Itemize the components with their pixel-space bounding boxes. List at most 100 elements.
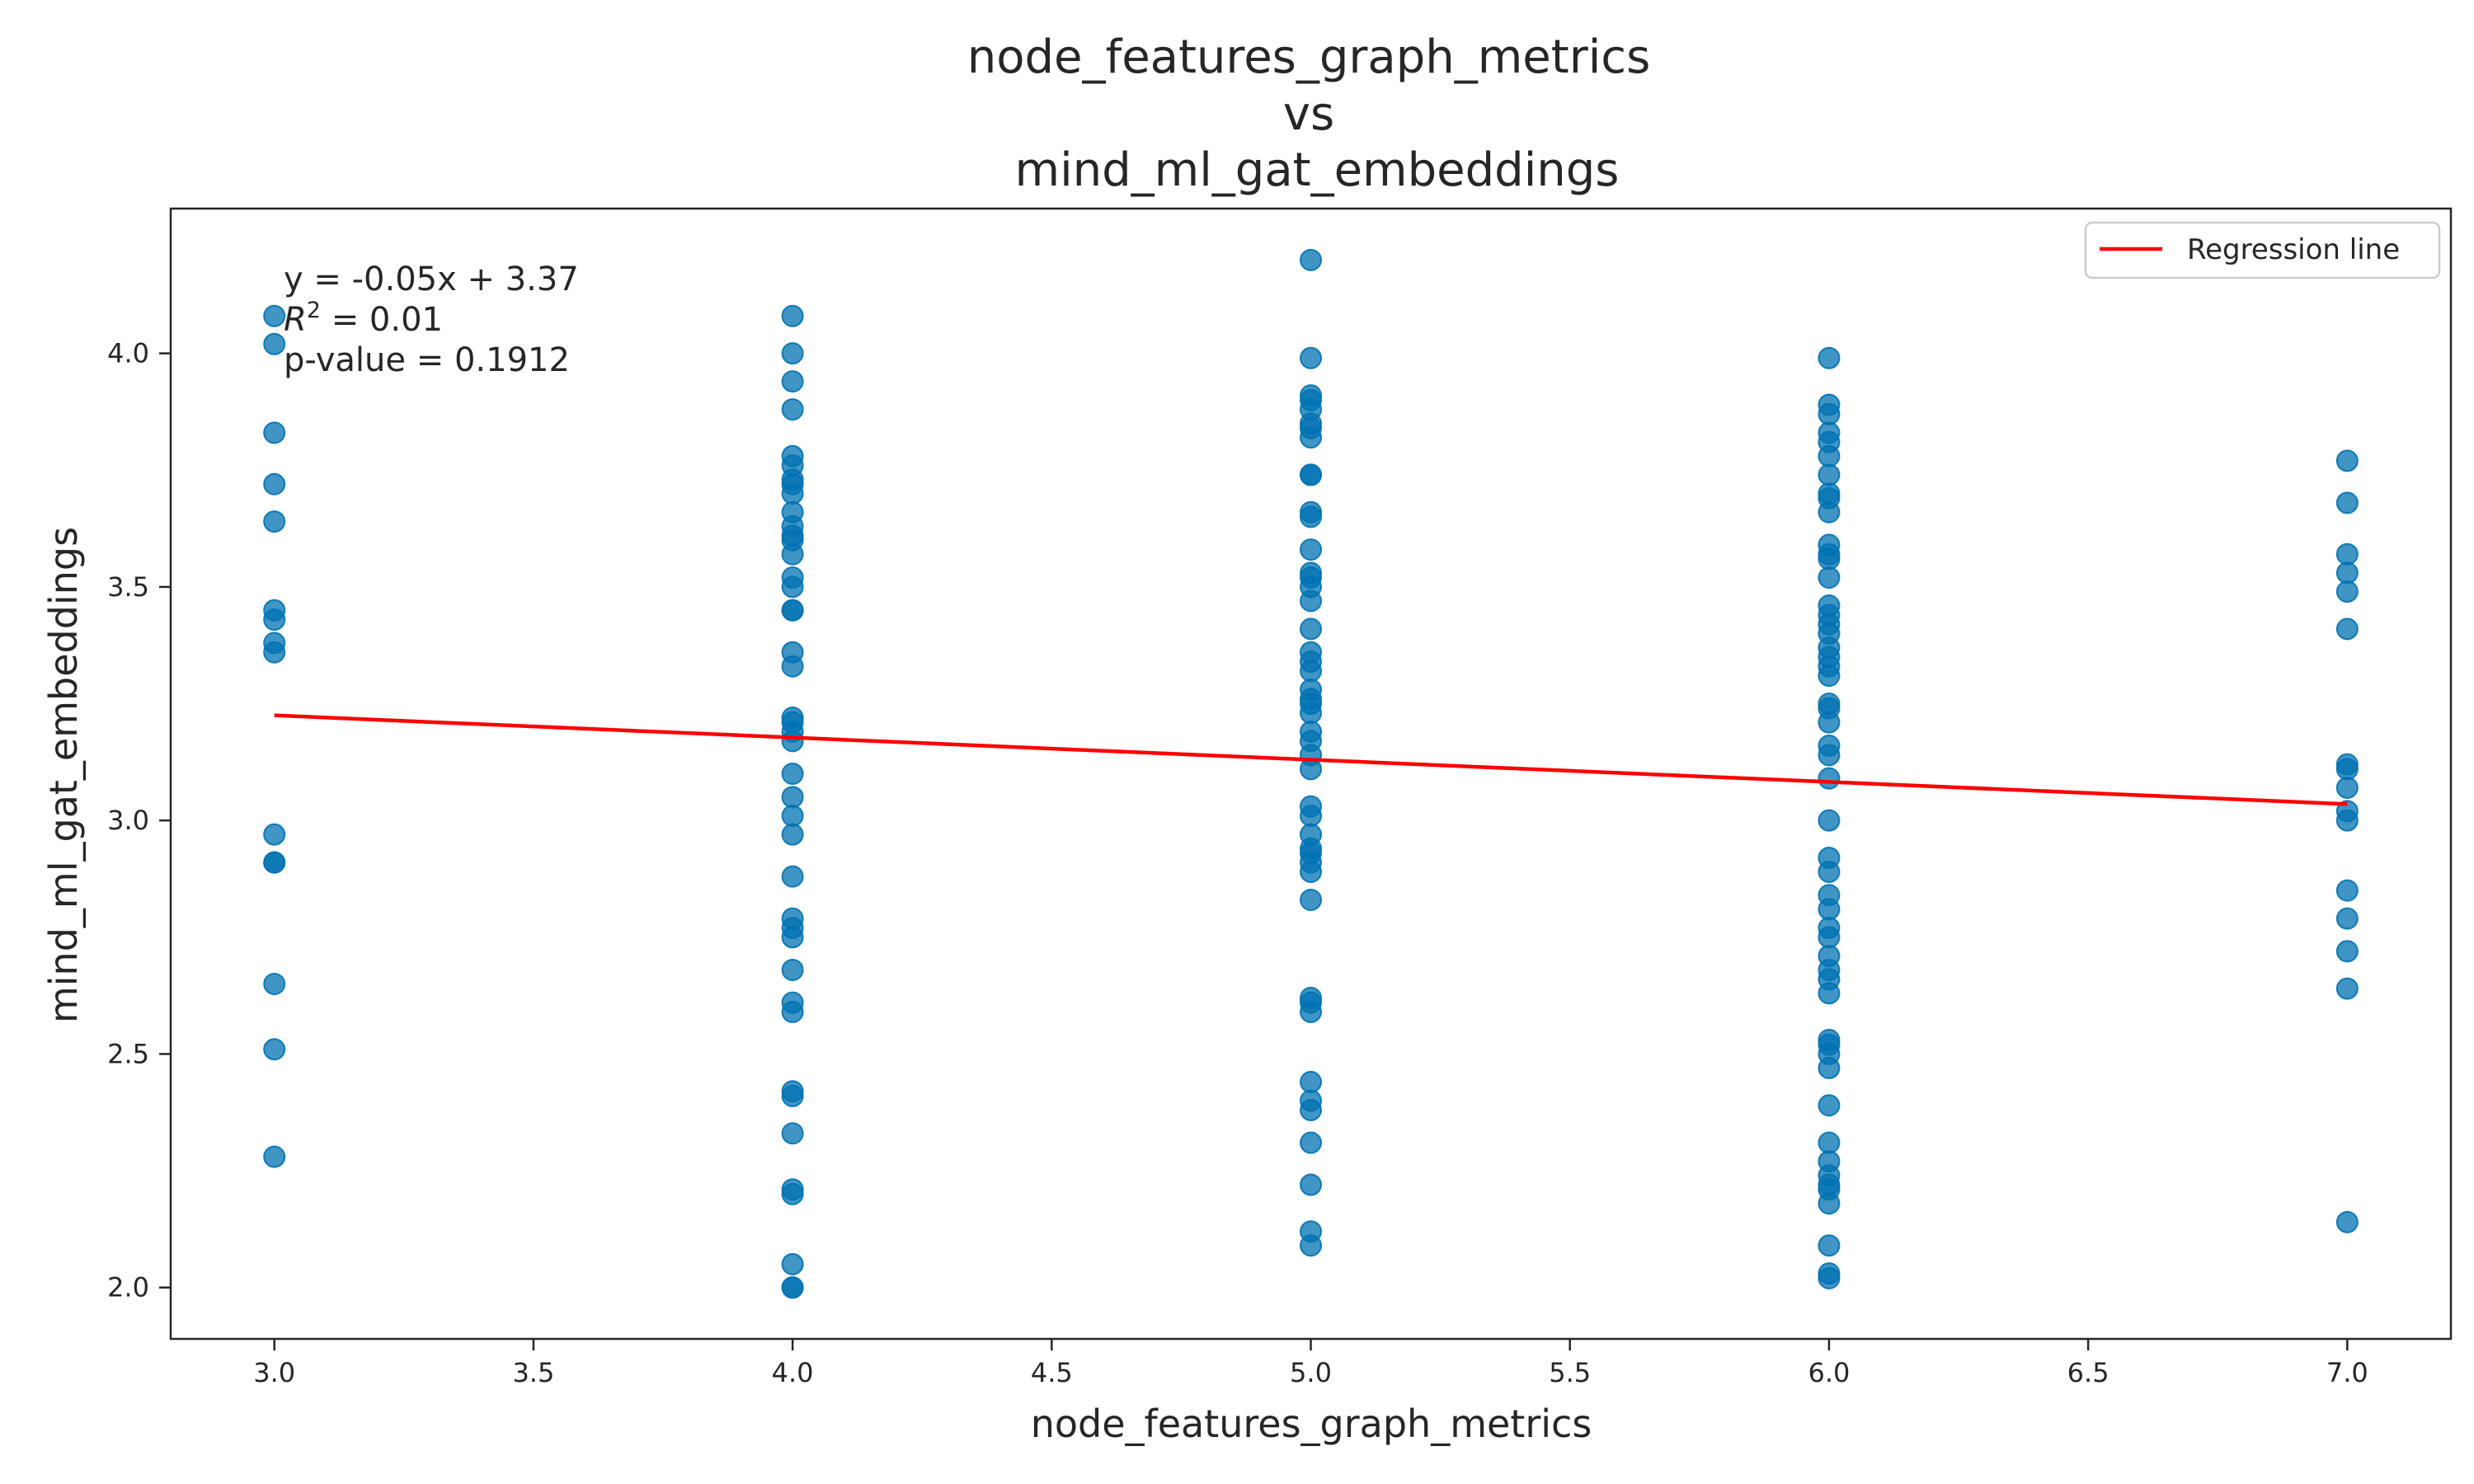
data-point bbox=[781, 1122, 804, 1145]
data-point bbox=[1818, 744, 1841, 767]
data-point bbox=[781, 575, 804, 599]
data-point bbox=[2335, 879, 2359, 902]
y-tick-label: 3.0 bbox=[107, 805, 149, 836]
data-point bbox=[1300, 426, 1322, 449]
x-tick-label: 3.5 bbox=[512, 1357, 554, 1388]
y-axis: 2.0 2.5 3.0 3.5 4.0 bbox=[107, 338, 171, 1303]
y-tick-label: 4.0 bbox=[107, 338, 149, 369]
data-point bbox=[2335, 1210, 2359, 1233]
data-point bbox=[1300, 1098, 1322, 1121]
data-point bbox=[2335, 940, 2359, 963]
data-point bbox=[781, 865, 804, 888]
data-point bbox=[1818, 463, 1841, 486]
data-point bbox=[781, 304, 804, 327]
r-squared-value: = 0.01 bbox=[321, 301, 443, 339]
data-point bbox=[1818, 1192, 1841, 1215]
data-point bbox=[1300, 618, 1322, 641]
data-point bbox=[781, 1182, 804, 1205]
data-point bbox=[781, 823, 804, 846]
data-point bbox=[1300, 248, 1322, 271]
x-tick-label: 3.0 bbox=[253, 1357, 295, 1388]
data-point bbox=[1818, 665, 1841, 688]
data-point bbox=[1818, 1266, 1841, 1289]
data-point bbox=[2335, 491, 2359, 514]
data-point bbox=[1300, 1131, 1322, 1154]
data-point bbox=[2335, 561, 2359, 585]
data-point bbox=[2335, 776, 2359, 799]
data-point bbox=[263, 823, 286, 846]
data-point bbox=[781, 1276, 804, 1299]
p-value-text: p-value = 0.1912 bbox=[284, 341, 570, 379]
data-point bbox=[781, 542, 804, 566]
x-tick-label: 5.0 bbox=[1290, 1357, 1332, 1388]
data-point bbox=[781, 482, 804, 505]
data-point bbox=[263, 608, 286, 632]
data-point bbox=[1818, 402, 1841, 425]
r-squared-superscript: 2 bbox=[307, 298, 321, 323]
data-point bbox=[1818, 711, 1841, 734]
data-point bbox=[1300, 888, 1322, 911]
data-point bbox=[1300, 1000, 1322, 1023]
x-tick-label: 5.5 bbox=[1549, 1357, 1591, 1388]
data-point bbox=[1818, 860, 1841, 883]
x-tick-label: 7.0 bbox=[2326, 1357, 2368, 1388]
legend: Regression line bbox=[2084, 221, 2441, 279]
data-point bbox=[1818, 547, 1841, 571]
data-point bbox=[781, 342, 804, 365]
legend-label-regression: Regression line bbox=[2187, 233, 2400, 266]
x-axis: 3.0 3.5 4.0 4.5 5.0 5.5 6.0 6.5 7.0 bbox=[253, 1339, 2368, 1388]
x-tick-label: 6.5 bbox=[2067, 1357, 2109, 1388]
x-tick-label: 4.5 bbox=[1031, 1357, 1073, 1388]
data-point bbox=[781, 958, 804, 981]
data-point bbox=[1300, 463, 1322, 486]
x-axis-label: node_features_graph_metrics bbox=[1031, 1402, 1592, 1446]
data-point bbox=[1818, 1131, 1841, 1154]
plot-area bbox=[263, 248, 2359, 1299]
data-point bbox=[2335, 977, 2359, 1000]
data-point bbox=[2335, 580, 2359, 603]
data-point bbox=[263, 851, 286, 874]
data-point bbox=[1818, 982, 1841, 1005]
data-point bbox=[2335, 449, 2359, 472]
data-point bbox=[1818, 809, 1841, 832]
data-point bbox=[263, 972, 286, 995]
data-point bbox=[1818, 1234, 1841, 1257]
data-point bbox=[1818, 1094, 1841, 1117]
data-point bbox=[781, 398, 804, 421]
y-tick-label: 2.5 bbox=[107, 1038, 149, 1069]
data-point bbox=[1300, 346, 1322, 369]
r-squared-symbol: R bbox=[284, 301, 307, 339]
data-point bbox=[781, 926, 804, 949]
data-point bbox=[781, 1084, 804, 1107]
data-point bbox=[1818, 1056, 1841, 1079]
data-point bbox=[781, 370, 804, 393]
data-point bbox=[2335, 809, 2359, 832]
data-point bbox=[1300, 660, 1322, 683]
data-point bbox=[1300, 589, 1322, 613]
data-point bbox=[781, 804, 804, 827]
regression-line bbox=[274, 713, 2348, 806]
data-point bbox=[263, 421, 286, 444]
regression-equation: y = -0.05x + 3.37 bbox=[284, 261, 579, 298]
chart-title-line-3: mind_ml_gat_embeddings bbox=[1015, 143, 1620, 197]
data-point bbox=[1818, 898, 1841, 921]
data-point bbox=[1818, 500, 1841, 524]
data-point bbox=[1818, 566, 1841, 589]
data-point bbox=[781, 599, 804, 622]
regression-annotation: y = -0.05x + 3.37 R2 = 0.01 p-value = 0.… bbox=[284, 261, 579, 379]
data-point bbox=[2335, 758, 2359, 781]
data-point bbox=[781, 730, 804, 753]
data-point bbox=[2335, 907, 2359, 930]
r-squared-text: R2 = 0.01 bbox=[284, 298, 443, 339]
data-point bbox=[1300, 538, 1322, 561]
x-tick-label: 4.0 bbox=[772, 1357, 814, 1388]
data-point bbox=[1300, 1070, 1322, 1093]
data-point bbox=[263, 641, 286, 664]
legend-box bbox=[2084, 221, 2441, 279]
data-point bbox=[263, 1145, 286, 1168]
data-point bbox=[1300, 804, 1322, 827]
data-point bbox=[263, 304, 286, 327]
data-point bbox=[1300, 860, 1322, 883]
data-point bbox=[1300, 1173, 1322, 1196]
